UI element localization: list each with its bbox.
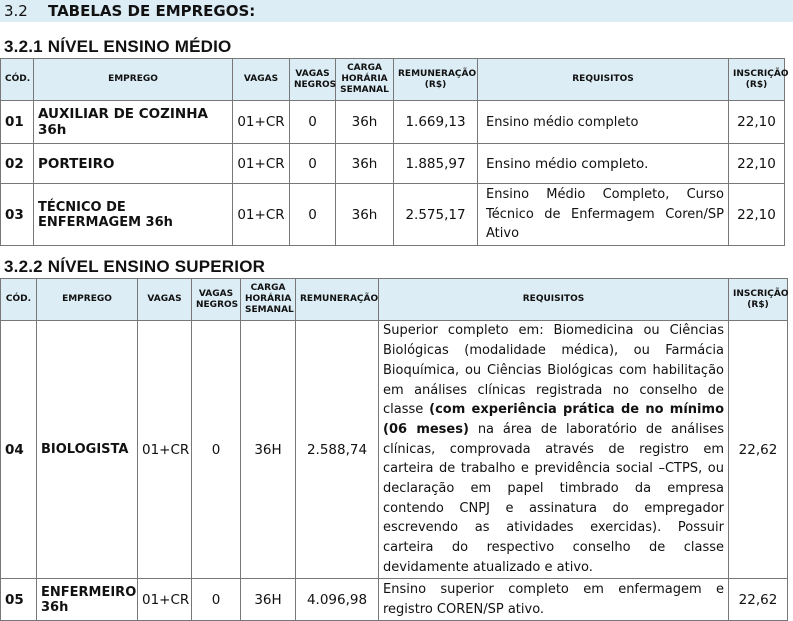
col-header: VAGAS NEGROS — [289, 58, 336, 101]
section-title: TABELAS DE EMPREGOS: — [48, 2, 256, 20]
col-header: VAGAS — [137, 278, 192, 321]
carga: 36h — [335, 183, 394, 246]
heading-superior: 3.2.2 NÍVEL ENSINO SUPERIOR — [4, 257, 266, 276]
col-header: CÓD. — [0, 58, 34, 101]
inscricao: 22,10 — [728, 183, 785, 246]
emprego: TÉCNICO DE ENFERMAGEM 36h — [33, 183, 233, 246]
remuneracao: 2.588,74 — [295, 320, 379, 579]
table-row: 05 ENFERMEIRO 36h 01+CR 0 36H 4.096,98 E… — [0, 578, 788, 621]
col-header: CÓD. — [0, 278, 37, 321]
table-row: 03 TÉCNICO DE ENFERMAGEM 36h 01+CR 0 36h… — [0, 183, 785, 246]
inscricao: 22,10 — [728, 100, 785, 144]
table-medio: CÓD. EMPREGO VAGAS VAGAS NEGROS CARGA HO… — [0, 58, 788, 246]
col-header: EMPREGO — [33, 58, 233, 101]
requisitos: Ensino Médio Completo, Curso Técnico de … — [477, 183, 729, 246]
vagas-negros: 0 — [289, 143, 336, 184]
col-header: REMUNERAÇÃO — [295, 278, 379, 321]
heading-medio: 3.2.1 NÍVEL ENSINO MÉDIO — [4, 37, 232, 56]
vagas: 01+CR — [232, 100, 290, 144]
emprego: PORTEIRO — [33, 143, 233, 184]
col-header: REQUISITOS — [477, 58, 729, 101]
carga: 36H — [240, 578, 296, 621]
table-row: 04 BIOLOGISTA 01+CR 0 36H 2.588,74 Super… — [0, 320, 788, 579]
carga: 36h — [335, 100, 394, 144]
vagas: 01+CR — [232, 143, 290, 184]
req-text: Superior completo em: Biomedicina ou Ciê… — [383, 323, 724, 418]
inscricao: 22,10 — [728, 143, 785, 184]
col-header: CARGA HORÁRIA SEMANAL — [240, 278, 296, 321]
requisitos: Ensino médio completo. — [477, 143, 729, 184]
inscricao: 22,62 — [728, 320, 788, 579]
carga: 36H — [240, 320, 296, 579]
cod: 03 — [0, 183, 34, 246]
vagas: 01+CR — [137, 578, 192, 621]
table-row: 01 AUXILIAR DE COZINHA 36h 01+CR 0 36h 1… — [0, 100, 785, 144]
requisitos: Ensino médio completo — [477, 100, 729, 144]
vagas: 01+CR — [232, 183, 290, 246]
col-header: INSCRIÇÃO (R$) — [728, 58, 788, 101]
vagas: 01+CR — [137, 320, 192, 579]
col-header: VAGAS — [232, 58, 290, 101]
cod: 05 — [0, 578, 37, 621]
cod: 02 — [0, 143, 34, 184]
col-header: VAGAS NEGROS — [191, 278, 241, 321]
section-header: 3.2 TABELAS DE EMPREGOS: — [0, 0, 793, 22]
vagas-negros: 0 — [289, 100, 336, 144]
cod: 01 — [0, 100, 34, 144]
header-row: CÓD. EMPREGO VAGAS VAGAS NEGROS CARGA HO… — [0, 58, 788, 101]
emprego: ENFERMEIRO 36h — [36, 578, 138, 621]
remuneracao: 1.885,97 — [393, 143, 478, 184]
remuneracao: 2.575,17 — [393, 183, 478, 246]
requisitos: Ensino superior completo em enfermagem e… — [378, 578, 729, 621]
table-superior: CÓD. EMPREGO VAGAS VAGAS NEGROS CARGA HO… — [0, 278, 788, 621]
header-row: CÓD. EMPREGO VAGAS VAGAS NEGROS CARGA HO… — [0, 278, 788, 321]
col-header: EMPREGO — [36, 278, 138, 321]
vagas-negros: 0 — [191, 578, 241, 621]
col-header: REQUISITOS — [378, 278, 729, 321]
emprego: AUXILIAR DE COZINHA 36h — [33, 100, 233, 144]
table-row: 02 PORTEIRO 01+CR 0 36h 1.885,97 Ensino … — [0, 143, 785, 184]
requisitos: Superior completo em: Biomedicina ou Ciê… — [378, 320, 729, 579]
inscricao: 22,62 — [728, 578, 788, 621]
col-header: CARGA HORÁRIA SEMANAL — [335, 58, 394, 101]
col-header: INSCRIÇÃO (R$) — [728, 278, 788, 321]
req-text: na área de laboratório de análises clíni… — [383, 421, 724, 575]
remuneracao: 4.096,98 — [295, 578, 379, 621]
carga: 36h — [335, 143, 394, 184]
cod: 04 — [0, 320, 37, 579]
req-bold-text: (com experiência prática de no mínimo (0… — [383, 402, 724, 437]
vagas-negros: 0 — [191, 320, 241, 579]
vagas-negros: 0 — [289, 183, 336, 246]
col-header: REMUNERAÇÃO (R$) — [393, 58, 478, 101]
remuneracao: 1.669,13 — [393, 100, 478, 144]
section-number: 3.2 — [4, 2, 28, 20]
emprego: BIOLOGISTA — [36, 320, 138, 579]
